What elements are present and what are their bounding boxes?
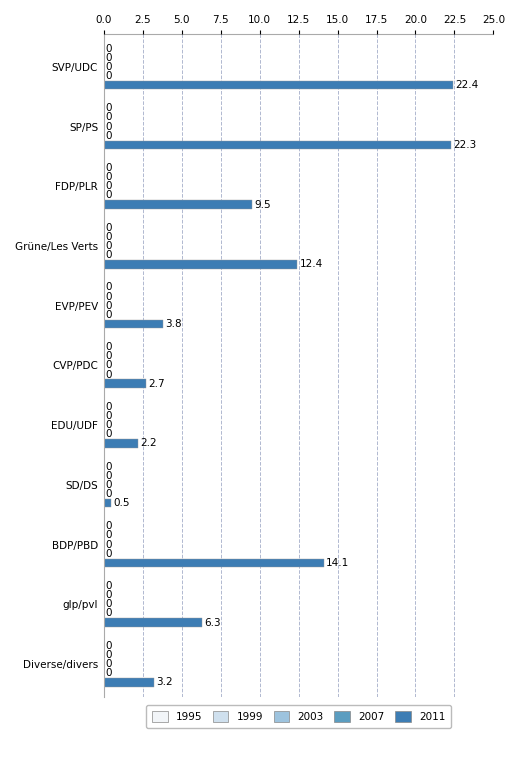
- Text: 0: 0: [106, 360, 112, 370]
- Text: 0: 0: [106, 122, 112, 132]
- Text: 0: 0: [106, 250, 112, 260]
- Text: 0: 0: [106, 461, 112, 471]
- Text: 0: 0: [106, 429, 112, 439]
- Text: 0: 0: [106, 103, 112, 113]
- Text: 3.2: 3.2: [156, 678, 173, 688]
- Bar: [103, 380, 146, 388]
- Bar: [103, 200, 252, 209]
- Text: 0: 0: [106, 301, 112, 311]
- Text: 0: 0: [106, 112, 112, 122]
- Text: 0: 0: [106, 181, 112, 191]
- Text: 0: 0: [106, 531, 112, 541]
- Text: 0: 0: [106, 342, 112, 352]
- Text: 0: 0: [106, 402, 112, 412]
- Text: 0: 0: [106, 489, 112, 499]
- Bar: [103, 618, 202, 627]
- Text: 0: 0: [106, 411, 112, 421]
- Text: 0: 0: [106, 131, 112, 141]
- Text: 0: 0: [106, 351, 112, 361]
- Text: 0: 0: [106, 190, 112, 200]
- Text: 0: 0: [106, 71, 112, 81]
- Text: 0: 0: [106, 668, 112, 678]
- Bar: [103, 499, 111, 507]
- Bar: [103, 439, 138, 447]
- Text: 0: 0: [106, 223, 112, 233]
- Text: 0: 0: [106, 232, 112, 242]
- Bar: [103, 558, 323, 567]
- Bar: [103, 678, 153, 687]
- Legend: 1995, 1999, 2003, 2007, 2011: 1995, 1999, 2003, 2007, 2011: [146, 705, 451, 728]
- Text: 9.5: 9.5: [254, 199, 271, 209]
- Text: 0: 0: [106, 172, 112, 182]
- Text: 0: 0: [106, 581, 112, 591]
- Text: 0: 0: [106, 52, 112, 62]
- Text: 0: 0: [106, 470, 112, 480]
- Text: 0: 0: [106, 370, 112, 380]
- Text: 0: 0: [106, 590, 112, 600]
- Bar: [103, 260, 297, 269]
- Text: 22.4: 22.4: [455, 80, 478, 90]
- Text: 6.3: 6.3: [204, 618, 221, 628]
- Text: 0: 0: [106, 549, 112, 559]
- Text: 0: 0: [106, 608, 112, 618]
- Text: 12.4: 12.4: [300, 259, 322, 270]
- Text: 2.2: 2.2: [140, 438, 157, 448]
- Text: 14.1: 14.1: [326, 557, 349, 567]
- Text: 0: 0: [106, 283, 112, 293]
- Text: 0: 0: [106, 310, 112, 320]
- Text: 2.7: 2.7: [148, 379, 165, 389]
- Text: 0: 0: [106, 641, 112, 651]
- Text: 0: 0: [106, 480, 112, 490]
- Text: 0: 0: [106, 44, 112, 54]
- Text: 0: 0: [106, 521, 112, 531]
- Text: 0: 0: [106, 599, 112, 609]
- Text: 0: 0: [106, 659, 112, 669]
- Text: 0: 0: [106, 420, 112, 430]
- Text: 0: 0: [106, 163, 112, 173]
- Text: 0: 0: [106, 292, 112, 302]
- Text: 0.5: 0.5: [114, 498, 131, 508]
- Text: 0: 0: [106, 650, 112, 660]
- Text: 0: 0: [106, 62, 112, 72]
- Text: 0: 0: [106, 540, 112, 550]
- Text: 3.8: 3.8: [165, 319, 182, 329]
- Text: 22.3: 22.3: [453, 140, 477, 150]
- Bar: [103, 81, 453, 89]
- Bar: [103, 320, 163, 328]
- Bar: [103, 141, 451, 149]
- Text: 0: 0: [106, 241, 112, 251]
